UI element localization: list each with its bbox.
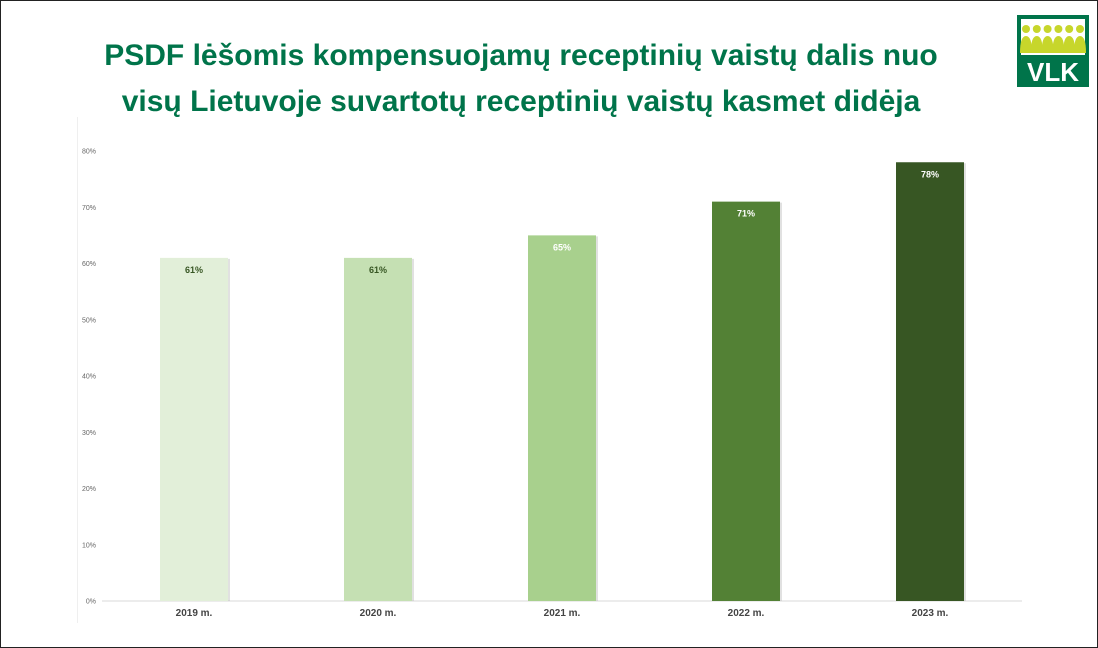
x-category-label: 2023 m. xyxy=(912,608,949,619)
title-line-2: visų Lietuvoje suvartotų receptinių vais… xyxy=(121,85,921,118)
bar-data-label: 65% xyxy=(553,242,571,252)
logo-person-body xyxy=(1063,36,1076,53)
x-category-label: 2020 m. xyxy=(360,608,397,619)
x-category-label: 2019 m. xyxy=(176,608,213,619)
y-tick-label: 80% xyxy=(82,149,96,156)
y-tick-label: 50% xyxy=(82,317,96,324)
chart-area: 0% 10% 20% 30% 40% 50% 60% 70% 80% 61% 2019 m. 61% 2… xyxy=(77,117,1038,623)
bar-data-label: 71% xyxy=(737,209,755,219)
logo-person-body xyxy=(1030,36,1043,53)
x-category-label: 2022 m. xyxy=(728,608,765,619)
vlk-logo: VLK xyxy=(1017,15,1089,87)
bar xyxy=(896,162,964,601)
y-tick-label: 60% xyxy=(82,261,96,268)
chart-title: PSDF lėšomis kompensuojamų receptinių va… xyxy=(41,33,1001,125)
bar xyxy=(712,201,780,601)
logo-person-head xyxy=(1065,25,1074,33)
logo-person-body xyxy=(1041,36,1054,53)
y-tick-label: 10% xyxy=(82,542,96,549)
bar xyxy=(344,257,412,601)
y-tick-label: 70% xyxy=(82,205,96,212)
title-line-1: PSDF lėšomis kompensuojamų receptinių va… xyxy=(104,39,938,72)
logo-person-head xyxy=(1022,25,1030,33)
bar-data-label: 78% xyxy=(921,169,939,179)
logo-person-head xyxy=(1043,25,1052,33)
logo-person-body xyxy=(1020,36,1032,53)
y-tick-label: 0% xyxy=(86,599,96,606)
bar xyxy=(528,235,596,601)
y-tick-label: 40% xyxy=(82,374,96,381)
logo-person-body xyxy=(1052,36,1065,53)
bar xyxy=(160,257,228,601)
logo-person-head xyxy=(1032,25,1041,33)
y-tick-label: 30% xyxy=(82,430,96,437)
bar-chart: 0% 10% 20% 30% 40% 50% 60% 70% 80% 61% 2019 m. 61% 2… xyxy=(82,149,1022,619)
y-tick-label: 20% xyxy=(82,486,96,493)
bar-data-label: 61% xyxy=(369,265,387,275)
x-category-label: 2021 m. xyxy=(544,608,581,619)
logo-text: VLK xyxy=(1027,57,1079,87)
logo-person-head xyxy=(1054,25,1063,33)
bar-data-label: 61% xyxy=(185,265,203,275)
logo-people-icon xyxy=(1020,25,1086,53)
logo-person-head xyxy=(1076,25,1084,33)
logo-person-body xyxy=(1074,36,1086,53)
